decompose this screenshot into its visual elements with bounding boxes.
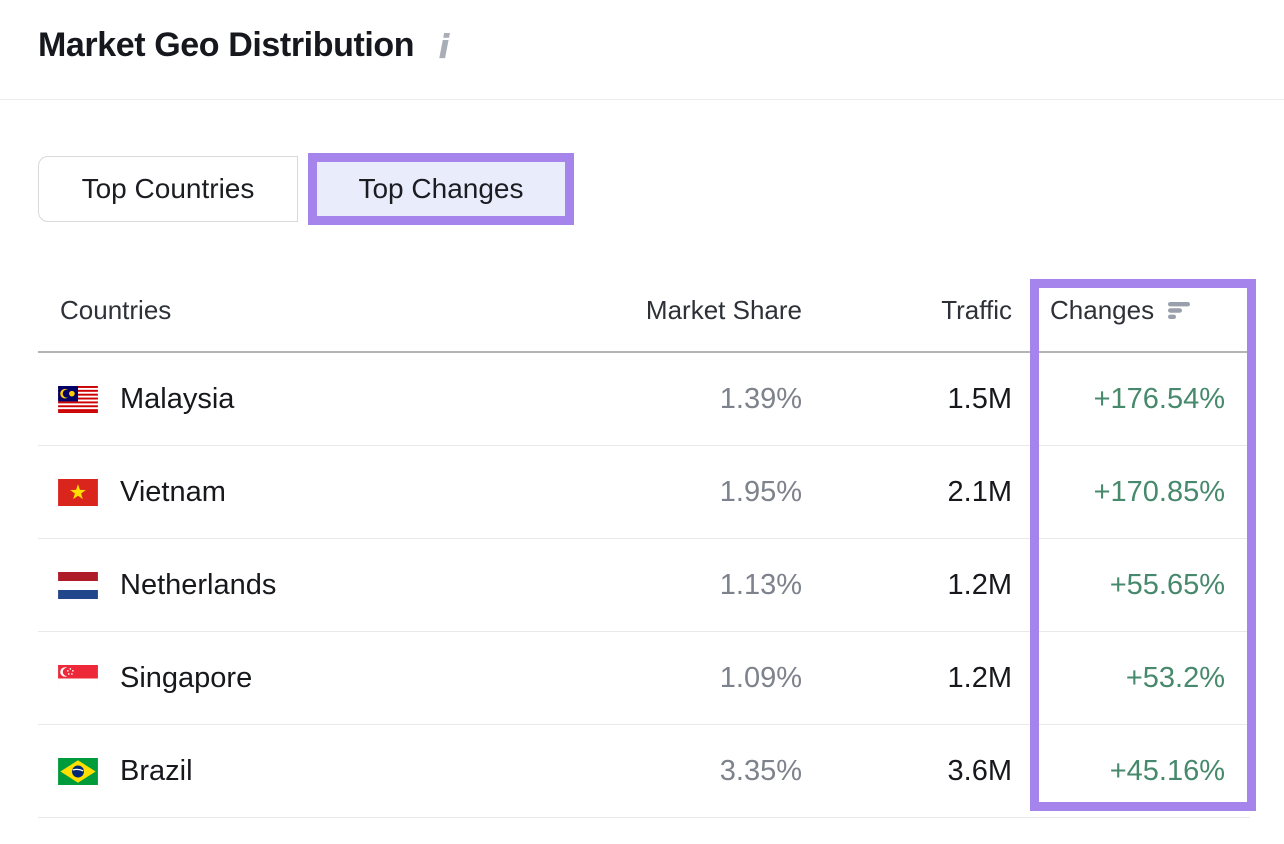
- info-icon[interactable]: i: [438, 27, 450, 66]
- traffic-value: 1.5M: [947, 382, 1012, 415]
- flag-vietnam-icon: [58, 478, 98, 506]
- widget-header: Market Geo Distribution i: [38, 22, 450, 70]
- country-name: Vietnam: [120, 475, 226, 508]
- change-value: +55.65%: [1109, 568, 1225, 601]
- table-row: Malaysia 1.39% 1.5M +176.54%: [38, 353, 1250, 446]
- market-share-value: 1.39%: [719, 382, 802, 415]
- sort-descending-icon[interactable]: [1168, 302, 1192, 319]
- country-name: Singapore: [120, 661, 253, 694]
- header-divider: [0, 99, 1284, 100]
- flag-netherlands-icon: [58, 571, 98, 599]
- tab-group: Top Countries Top Changes: [38, 153, 574, 225]
- country-name: Netherlands: [120, 568, 277, 601]
- traffic-value: 1.2M: [947, 568, 1012, 601]
- traffic-value: 1.2M: [947, 661, 1012, 694]
- page-title: Market Geo Distribution: [38, 26, 415, 64]
- market-share-value: 1.95%: [719, 475, 802, 508]
- column-header-changes[interactable]: Changes: [1012, 295, 1250, 326]
- flag-singapore-icon: [58, 664, 98, 692]
- tab-annotation-highlight: Top Changes: [308, 153, 574, 225]
- traffic-value: 2.1M: [947, 475, 1012, 508]
- table-row: Vietnam 1.95% 2.1M +170.85%: [38, 446, 1250, 539]
- market-share-value: 1.09%: [719, 661, 802, 694]
- table-row: Brazil 3.35% 3.6M +45.16%: [38, 725, 1250, 818]
- column-header-changes-label: Changes: [1050, 295, 1155, 325]
- column-header-traffic: Traffic: [941, 295, 1012, 325]
- market-share-value: 1.13%: [719, 568, 802, 601]
- column-header-countries: Countries: [60, 295, 172, 325]
- traffic-value: 3.6M: [947, 754, 1012, 787]
- flag-brazil-icon: [58, 757, 98, 785]
- table-row: Singapore 1.09% 1.2M +53.2%: [38, 632, 1250, 725]
- tab-top-countries[interactable]: Top Countries: [38, 156, 298, 222]
- market-share-value: 3.35%: [719, 754, 802, 787]
- table-body: Malaysia 1.39% 1.5M +176.54% Vietnam 1.9…: [38, 353, 1250, 818]
- flag-malaysia-icon: [58, 385, 98, 413]
- table-row: Netherlands 1.13% 1.2M +55.65%: [38, 539, 1250, 632]
- geo-table: Countries Market Share Traffic Changes M…: [38, 270, 1250, 818]
- column-header-market-share: Market Share: [645, 295, 802, 325]
- tab-top-changes[interactable]: Top Changes: [317, 162, 565, 216]
- country-name: Brazil: [120, 754, 193, 787]
- change-value: +176.54%: [1093, 382, 1225, 415]
- country-name: Malaysia: [120, 382, 235, 415]
- change-value: +53.2%: [1125, 661, 1225, 694]
- change-value: +45.16%: [1109, 754, 1225, 787]
- table-header-row: Countries Market Share Traffic Changes: [38, 270, 1250, 353]
- change-value: +170.85%: [1093, 475, 1225, 508]
